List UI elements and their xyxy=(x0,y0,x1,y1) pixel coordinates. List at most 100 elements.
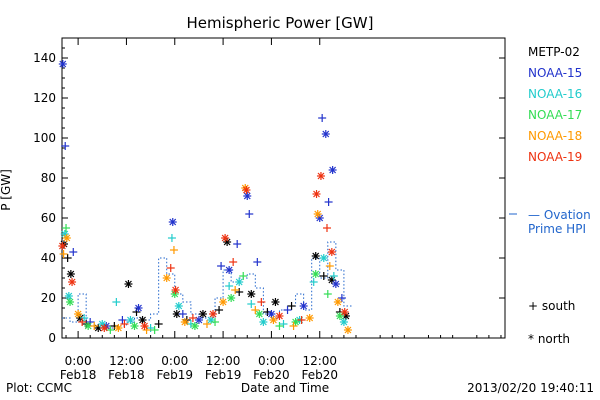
north-marker xyxy=(207,316,216,324)
south-marker xyxy=(69,248,78,256)
south-marker xyxy=(322,224,331,232)
x-tick-label-time: 0:00 xyxy=(161,354,188,368)
south-marker xyxy=(215,306,224,314)
north-marker xyxy=(66,270,75,278)
north-marker xyxy=(291,318,300,326)
y-tick-label: 0 xyxy=(48,331,56,345)
north-marker xyxy=(124,280,133,288)
south-marker xyxy=(239,272,248,280)
south-marker xyxy=(63,254,72,262)
y-tick-label: 60 xyxy=(41,211,56,225)
south-marker xyxy=(318,114,327,122)
hemisphere-key-south: + south xyxy=(528,299,575,313)
y-tick-label: 120 xyxy=(33,91,56,105)
y-axis: 0 20 40 60 80 100 120 140 xyxy=(33,37,505,345)
legend-ovation-line2: Prime HPI xyxy=(528,222,586,236)
south-marker xyxy=(59,250,68,258)
legend-entry: NOAA-16 xyxy=(528,87,582,101)
north-marker xyxy=(242,186,251,194)
south-marker xyxy=(217,262,226,270)
north-marker xyxy=(305,314,314,322)
south-marker xyxy=(245,210,254,218)
north-marker xyxy=(209,310,218,318)
south-marker xyxy=(247,300,256,308)
south-marker xyxy=(154,320,163,328)
north-marker xyxy=(134,304,143,312)
south-marker xyxy=(229,258,238,266)
north-marker xyxy=(190,322,199,330)
hemisphere-key: + south * north xyxy=(528,299,575,346)
south-marker xyxy=(235,288,244,296)
x-tick-label-date: Feb18 xyxy=(60,368,97,382)
north-marker xyxy=(339,318,348,326)
south-marker xyxy=(279,320,288,328)
south-marker xyxy=(253,258,262,266)
south-marker xyxy=(319,272,328,280)
north-marker xyxy=(340,308,349,316)
south-marker xyxy=(225,282,234,290)
north-marker xyxy=(311,252,320,260)
legend-entry: NOAA-15 xyxy=(528,66,582,80)
north-marker xyxy=(194,316,203,324)
north-marker xyxy=(219,298,228,306)
south-marker xyxy=(146,324,155,332)
chart-title: Hemispheric Power [GW] xyxy=(187,14,374,32)
north-marker xyxy=(74,310,83,318)
north-marker xyxy=(138,316,147,324)
north-marker xyxy=(299,302,308,310)
south-marker xyxy=(188,314,197,322)
south-marker xyxy=(211,318,220,326)
north-marker xyxy=(114,324,123,332)
north-marker xyxy=(64,292,73,300)
south-marker xyxy=(90,322,99,330)
x-tick-label-date: Feb19 xyxy=(157,368,194,382)
y-axis-label: P [GW] xyxy=(0,169,13,211)
north-marker xyxy=(319,254,328,262)
south-marker xyxy=(324,198,333,206)
north-marker xyxy=(267,310,276,318)
north-marker xyxy=(58,242,67,250)
y-tick-label: 80 xyxy=(41,171,56,185)
ovation-series xyxy=(62,213,517,329)
x-tick-label-date: Feb20 xyxy=(253,368,290,382)
south-marker xyxy=(178,310,187,318)
south-marker xyxy=(167,234,176,242)
north-marker xyxy=(275,312,284,320)
north-marker xyxy=(259,318,268,326)
north-marker xyxy=(225,266,234,274)
y-tick-label: 40 xyxy=(41,251,56,265)
north-marker xyxy=(328,166,337,174)
legend-entry: NOAA-19 xyxy=(528,150,582,164)
north-marker xyxy=(316,172,325,180)
north-marker xyxy=(235,278,244,286)
south-marker xyxy=(202,320,211,328)
south-marker xyxy=(251,306,260,314)
north-marker xyxy=(198,310,207,318)
south-marker xyxy=(329,272,338,280)
north-marker xyxy=(271,298,280,306)
south-marker xyxy=(166,264,175,272)
north-marker xyxy=(68,278,77,286)
north-marker xyxy=(84,322,93,330)
legend-entry: METP-02 xyxy=(528,45,580,59)
south-marker xyxy=(106,326,115,334)
north-marker xyxy=(221,234,230,242)
north-marker xyxy=(174,302,183,310)
south-marker xyxy=(309,278,318,286)
south-marker xyxy=(297,316,306,324)
south-marker xyxy=(325,262,334,270)
x-tick-label-date: Feb19 xyxy=(205,368,242,382)
north-marker xyxy=(227,294,236,302)
x-tick-label-time: 0:00 xyxy=(258,354,285,368)
south-marker xyxy=(112,298,121,306)
x-tick-label-date: Feb20 xyxy=(301,368,338,382)
scatter-points xyxy=(58,60,352,334)
north-marker xyxy=(171,286,180,294)
y-tick-label: 100 xyxy=(33,131,56,145)
south-marker xyxy=(62,224,71,232)
south-marker xyxy=(150,326,159,334)
north-marker xyxy=(126,316,135,324)
x-tick-label-date: Feb18 xyxy=(108,368,145,382)
south-marker xyxy=(61,142,70,150)
south-marker xyxy=(118,316,127,324)
